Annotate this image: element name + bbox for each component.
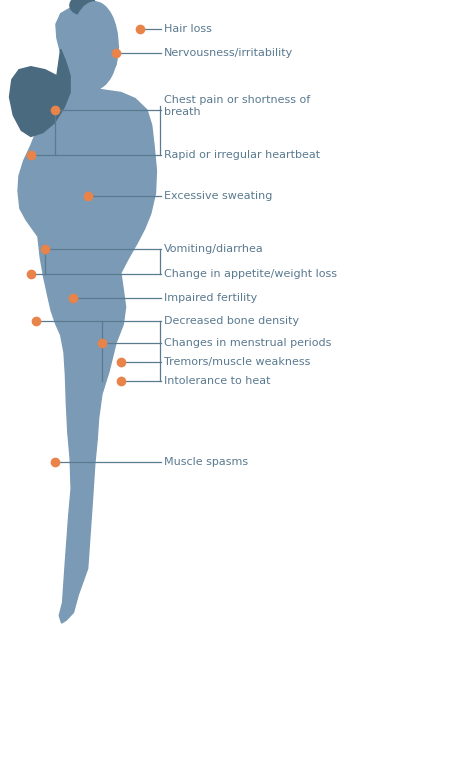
Text: Rapid or irregular heartbeat: Rapid or irregular heartbeat	[164, 150, 319, 161]
Text: Changes in menstrual periods: Changes in menstrual periods	[164, 337, 331, 348]
Text: Tremors/muscle weakness: Tremors/muscle weakness	[164, 356, 310, 367]
Text: Impaired fertility: Impaired fertility	[164, 293, 257, 303]
Ellipse shape	[70, 0, 96, 15]
Text: Hair loss: Hair loss	[164, 23, 211, 34]
Text: Vomiting/diarrhea: Vomiting/diarrhea	[164, 243, 263, 254]
Polygon shape	[9, 49, 70, 136]
Text: Muscle spasms: Muscle spasms	[164, 457, 247, 468]
Text: Nervousness/irritability: Nervousness/irritability	[164, 48, 293, 58]
Text: Excessive sweating: Excessive sweating	[164, 190, 272, 201]
Text: Change in appetite/weight loss: Change in appetite/weight loss	[164, 269, 337, 280]
Text: Decreased bone density: Decreased bone density	[164, 316, 299, 327]
Text: Chest pain or shortness of
breath: Chest pain or shortness of breath	[164, 96, 310, 117]
Ellipse shape	[72, 2, 118, 89]
Polygon shape	[18, 8, 156, 623]
Text: Intolerance to heat: Intolerance to heat	[164, 375, 270, 386]
